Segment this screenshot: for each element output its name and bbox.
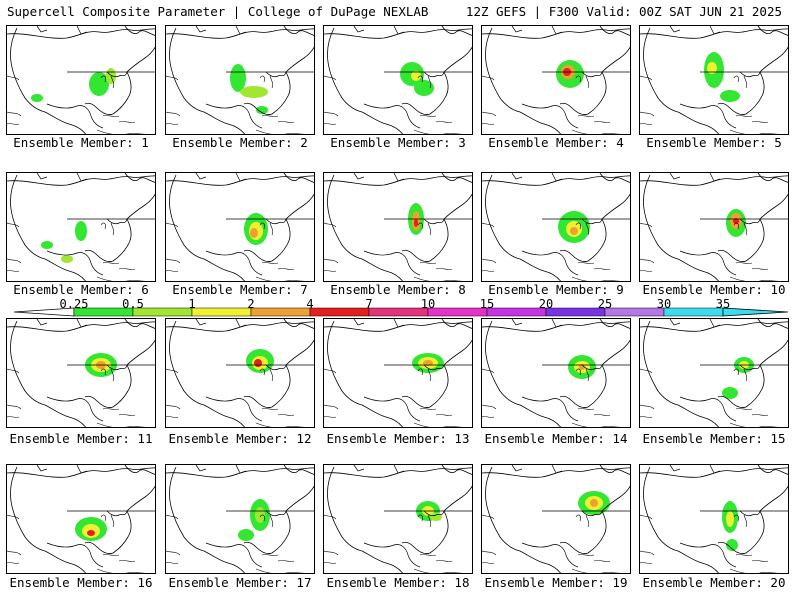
ensemble-member-label: Ensemble Member: 17 xyxy=(168,575,312,590)
ensemble-member-label: Ensemble Member: 5 xyxy=(646,135,782,150)
ensemble-member-map-9 xyxy=(481,172,631,282)
legend-tick-label: 30 xyxy=(656,297,672,311)
ensemble-member-label: Ensemble Member: 8 xyxy=(330,282,466,297)
ensemble-member-label: Ensemble Member: 3 xyxy=(330,135,466,150)
ensemble-member-map-7 xyxy=(165,172,315,282)
legend-tick-label: 20 xyxy=(538,297,554,311)
ensemble-member-map-20 xyxy=(639,464,789,574)
ensemble-member-label: Ensemble Member: 19 xyxy=(484,575,628,590)
ensemble-member-map-10 xyxy=(639,172,789,282)
ensemble-member-map-19 xyxy=(481,464,631,574)
ensemble-member-label: Ensemble Member: 2 xyxy=(172,135,308,150)
ensemble-member-map-13 xyxy=(323,318,473,428)
legend-tick-label: 2 xyxy=(247,297,255,311)
ensemble-member-label: Ensemble Member: 4 xyxy=(488,135,624,150)
legend-tick-label: 1 xyxy=(188,297,196,311)
legend-right-arrow xyxy=(722,307,789,317)
ensemble-member-label: Ensemble Member: 9 xyxy=(488,282,624,297)
ensemble-member-label: Ensemble Member: 1 xyxy=(13,135,149,150)
ensemble-member-map-18 xyxy=(323,464,473,574)
legend-tick-label: 7 xyxy=(365,297,373,311)
ensemble-member-map-5 xyxy=(639,25,789,135)
legend-tick-label: 25 xyxy=(597,297,613,311)
ensemble-member-map-16 xyxy=(6,464,156,574)
legend-bin-8 xyxy=(545,307,606,317)
ensemble-member-label: Ensemble Member: 18 xyxy=(326,575,470,590)
ensemble-member-map-15 xyxy=(639,318,789,428)
legend-tick-label: 0.25 xyxy=(59,297,89,311)
legend-tick-label: 4 xyxy=(306,297,314,311)
legend-bin-9 xyxy=(604,307,665,317)
ensemble-member-map-12 xyxy=(165,318,315,428)
ensemble-member-map-1 xyxy=(6,25,156,135)
ensemble-member-map-4 xyxy=(481,25,631,135)
legend-bin-3 xyxy=(250,307,311,317)
legend-bin-10 xyxy=(663,307,724,317)
legend-bin-6 xyxy=(427,307,488,317)
ensemble-member-map-11 xyxy=(6,318,156,428)
ensemble-member-map-3 xyxy=(323,25,473,135)
ensemble-member-label: Ensemble Member: 20 xyxy=(642,575,786,590)
map-title: Supercell Composite Parameter | College … xyxy=(7,4,429,19)
run-valid-time: 12Z GEFS | F300 Valid: 00Z SAT JUN 21 20… xyxy=(465,4,782,19)
legend-bin-5 xyxy=(368,307,429,317)
ensemble-member-label: Ensemble Member: 14 xyxy=(484,431,628,446)
ensemble-member-label: Ensemble Member: 6 xyxy=(13,282,149,297)
legend-tick-label: 15 xyxy=(479,297,495,311)
legend-bin-7 xyxy=(486,307,547,317)
ensemble-member-label: Ensemble Member: 10 xyxy=(642,282,786,297)
legend-tick-label: 0.5 xyxy=(122,297,144,311)
color-legend xyxy=(0,295,800,323)
ensemble-member-map-6 xyxy=(6,172,156,282)
legend-bin-4 xyxy=(309,307,370,317)
ensemble-member-label: Ensemble Member: 16 xyxy=(9,575,153,590)
ensemble-member-label: Ensemble Member: 11 xyxy=(9,431,153,446)
legend-tick-label: 10 xyxy=(420,297,436,311)
ensemble-member-map-2 xyxy=(165,25,315,135)
ensemble-member-label: Ensemble Member: 15 xyxy=(642,431,786,446)
ensemble-member-label: Ensemble Member: 12 xyxy=(168,431,312,446)
legend-tick-label: 35 xyxy=(715,297,731,311)
ensemble-member-label: Ensemble Member: 7 xyxy=(172,282,308,297)
ensemble-member-map-8 xyxy=(323,172,473,282)
ensemble-member-map-17 xyxy=(165,464,315,574)
legend-bin-2 xyxy=(191,307,252,317)
ensemble-member-map-14 xyxy=(481,318,631,428)
ensemble-member-label: Ensemble Member: 13 xyxy=(326,431,470,446)
